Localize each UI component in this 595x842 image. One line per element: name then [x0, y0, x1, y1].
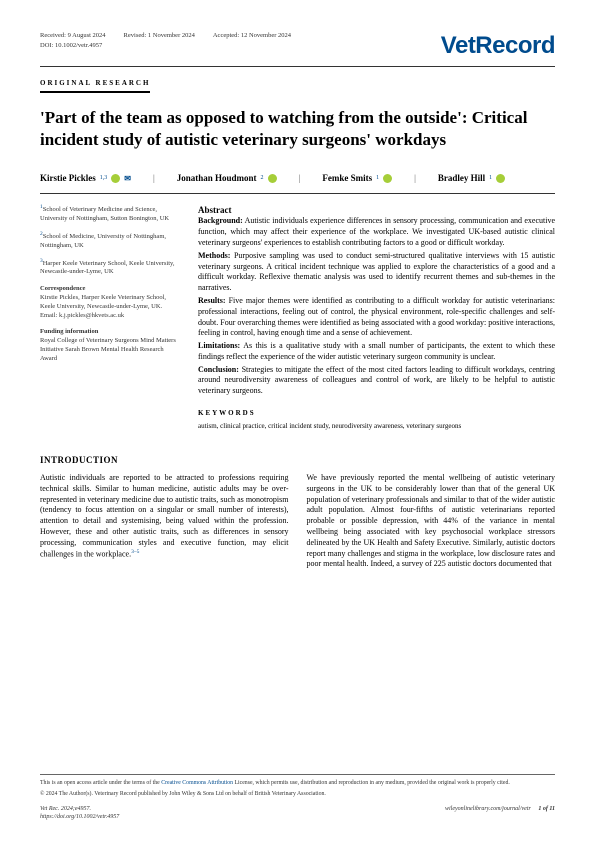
authors-row: Kirstie Pickles 1,3 ✉ | Jonathan Houdmont… — [40, 173, 555, 194]
abstract-conclusion: Conclusion: Strategies to mitigate the e… — [198, 365, 555, 397]
orcid-icon[interactable] — [496, 174, 505, 183]
footer-rule — [40, 774, 555, 775]
funding-head: Funding information — [40, 328, 180, 337]
author: Bradley Hill 1 — [438, 173, 505, 183]
abstract-column: Abstract Background: Autistic individual… — [198, 204, 555, 431]
footer-right: wileyonlinelibrary.com/journal/vetr 1 of… — [445, 806, 555, 822]
abstract-background: Background: Autistic individuals experie… — [198, 216, 555, 248]
author-aff: 2 — [261, 175, 264, 181]
author-name: Femke Smits — [322, 173, 372, 183]
header-row: Received: 9 August 2024 Revised: 1 Novem… — [40, 32, 555, 67]
author-name: Jonathan Houdmont — [177, 173, 257, 183]
mail-icon[interactable]: ✉ — [124, 174, 131, 183]
abstract-background-text: Autistic individuals experience differen… — [198, 216, 555, 247]
separator: | — [299, 173, 301, 183]
open-access-text: This is an open access article under the… — [40, 780, 555, 788]
correspondence-email[interactable]: Email: k.j.pickles@hkvets.ac.uk — [40, 312, 180, 321]
author-aff: 1,3 — [100, 175, 108, 181]
footer-citation: Vet Rec. 2024;e4957. — [40, 806, 91, 812]
abstract-limitations: Limitations: As this is a qualitative st… — [198, 341, 555, 363]
author-aff: 1 — [376, 175, 379, 181]
orcid-icon[interactable] — [383, 174, 392, 183]
footer-left: Vet Rec. 2024;e4957. https://doi.org/10.… — [40, 806, 119, 822]
author-name: Kirstie Pickles — [40, 173, 96, 183]
footer-journal-link[interactable]: wileyonlinelibrary.com/journal/vetr — [445, 806, 531, 812]
intro-para-1: Autistic individuals are reported to be … — [40, 473, 289, 560]
oa-post: License, which permits use, distribution… — [235, 780, 510, 786]
article-type-label: ORIGINAL RESEARCH — [40, 79, 150, 93]
abstract-methods: Methods: Purposive sampling was used to … — [198, 251, 555, 294]
footer: This is an open access article under the… — [40, 774, 555, 822]
affil-text: School of Veterinary Medicine and Scienc… — [40, 206, 169, 222]
separator: | — [414, 173, 416, 183]
introduction-body: Autistic individuals are reported to be … — [40, 473, 555, 570]
left-meta-column: 1School of Veterinary Medicine and Scien… — [40, 204, 180, 431]
oa-pre: This is an open access article under the… — [40, 780, 160, 786]
introduction-head: INTRODUCTION — [40, 455, 555, 465]
doi-text: DOI: 10.1002/vetr.4957 — [40, 42, 291, 49]
correspondence-head: Correspondence — [40, 285, 180, 294]
orcid-icon[interactable] — [268, 174, 277, 183]
orcid-icon[interactable] — [111, 174, 120, 183]
intro-text-2: We have previously reported the mental w… — [307, 473, 556, 568]
accepted-date: Accepted: 12 November 2024 — [213, 32, 291, 39]
intro-para-2: We have previously reported the mental w… — [307, 473, 556, 570]
correspondence-text: Kirstie Pickles, Harper Keele Veterinary… — [40, 294, 180, 312]
revised-date: Revised: 1 November 2024 — [124, 32, 195, 39]
journal-logo: VetRecord — [441, 32, 555, 60]
cc-link[interactable]: Creative Commons Attribution — [161, 780, 233, 786]
author-aff: 1 — [489, 175, 492, 181]
author: Femke Smits 1 — [322, 173, 392, 183]
abstract-results-text: Five major themes were identified as con… — [198, 296, 555, 337]
author: Kirstie Pickles 1,3 ✉ — [40, 173, 131, 183]
author-name: Bradley Hill — [438, 173, 485, 183]
abstract-conclusion-text: Strategies to mitigate the effect of the… — [198, 365, 555, 396]
received-date: Received: 9 August 2024 — [40, 32, 106, 39]
funding-text: Royal College of Veterinary Surgeons Min… — [40, 337, 180, 363]
abstract-head: Abstract — [198, 204, 555, 216]
footer-bottom-row: Vet Rec. 2024;e4957. https://doi.org/10.… — [40, 806, 555, 822]
author: Jonathan Houdmont 2 — [177, 173, 277, 183]
keywords-text: autism, clinical practice, critical inci… — [198, 422, 555, 431]
article-title: 'Part of the team as opposed to watching… — [40, 107, 555, 151]
affiliation: 1School of Veterinary Medicine and Scien… — [40, 204, 180, 224]
page-number: 1 of 11 — [538, 806, 555, 812]
affiliation: 2School of Medicine, University of Notti… — [40, 231, 180, 251]
abstract-results: Results: Five major themes were identifi… — [198, 296, 555, 339]
header-meta: Received: 9 August 2024 Revised: 1 Novem… — [40, 32, 291, 49]
footer-doi-link[interactable]: https://doi.org/10.1002/vetr.4957 — [40, 814, 119, 820]
header-dates: Received: 9 August 2024 Revised: 1 Novem… — [40, 32, 291, 39]
keywords-head: KEYWORDS — [198, 409, 555, 418]
affil-text: School of Medicine, University of Nottin… — [40, 233, 166, 249]
meta-abstract-row: 1School of Veterinary Medicine and Scien… — [40, 204, 555, 431]
affiliation: 3Harper Keele Veterinary School, Keele U… — [40, 258, 180, 278]
intro-text-1: Autistic individuals are reported to be … — [40, 473, 289, 558]
copyright-text: © 2024 The Author(s). Veterinary Record … — [40, 791, 555, 799]
abstract-limitations-text: As this is a qualitative study with a sm… — [198, 341, 555, 361]
affil-text: Harper Keele Veterinary School, Keele Un… — [40, 260, 174, 276]
separator: | — [153, 173, 155, 183]
abstract-methods-text: Purposive sampling was used to conduct s… — [198, 251, 555, 292]
